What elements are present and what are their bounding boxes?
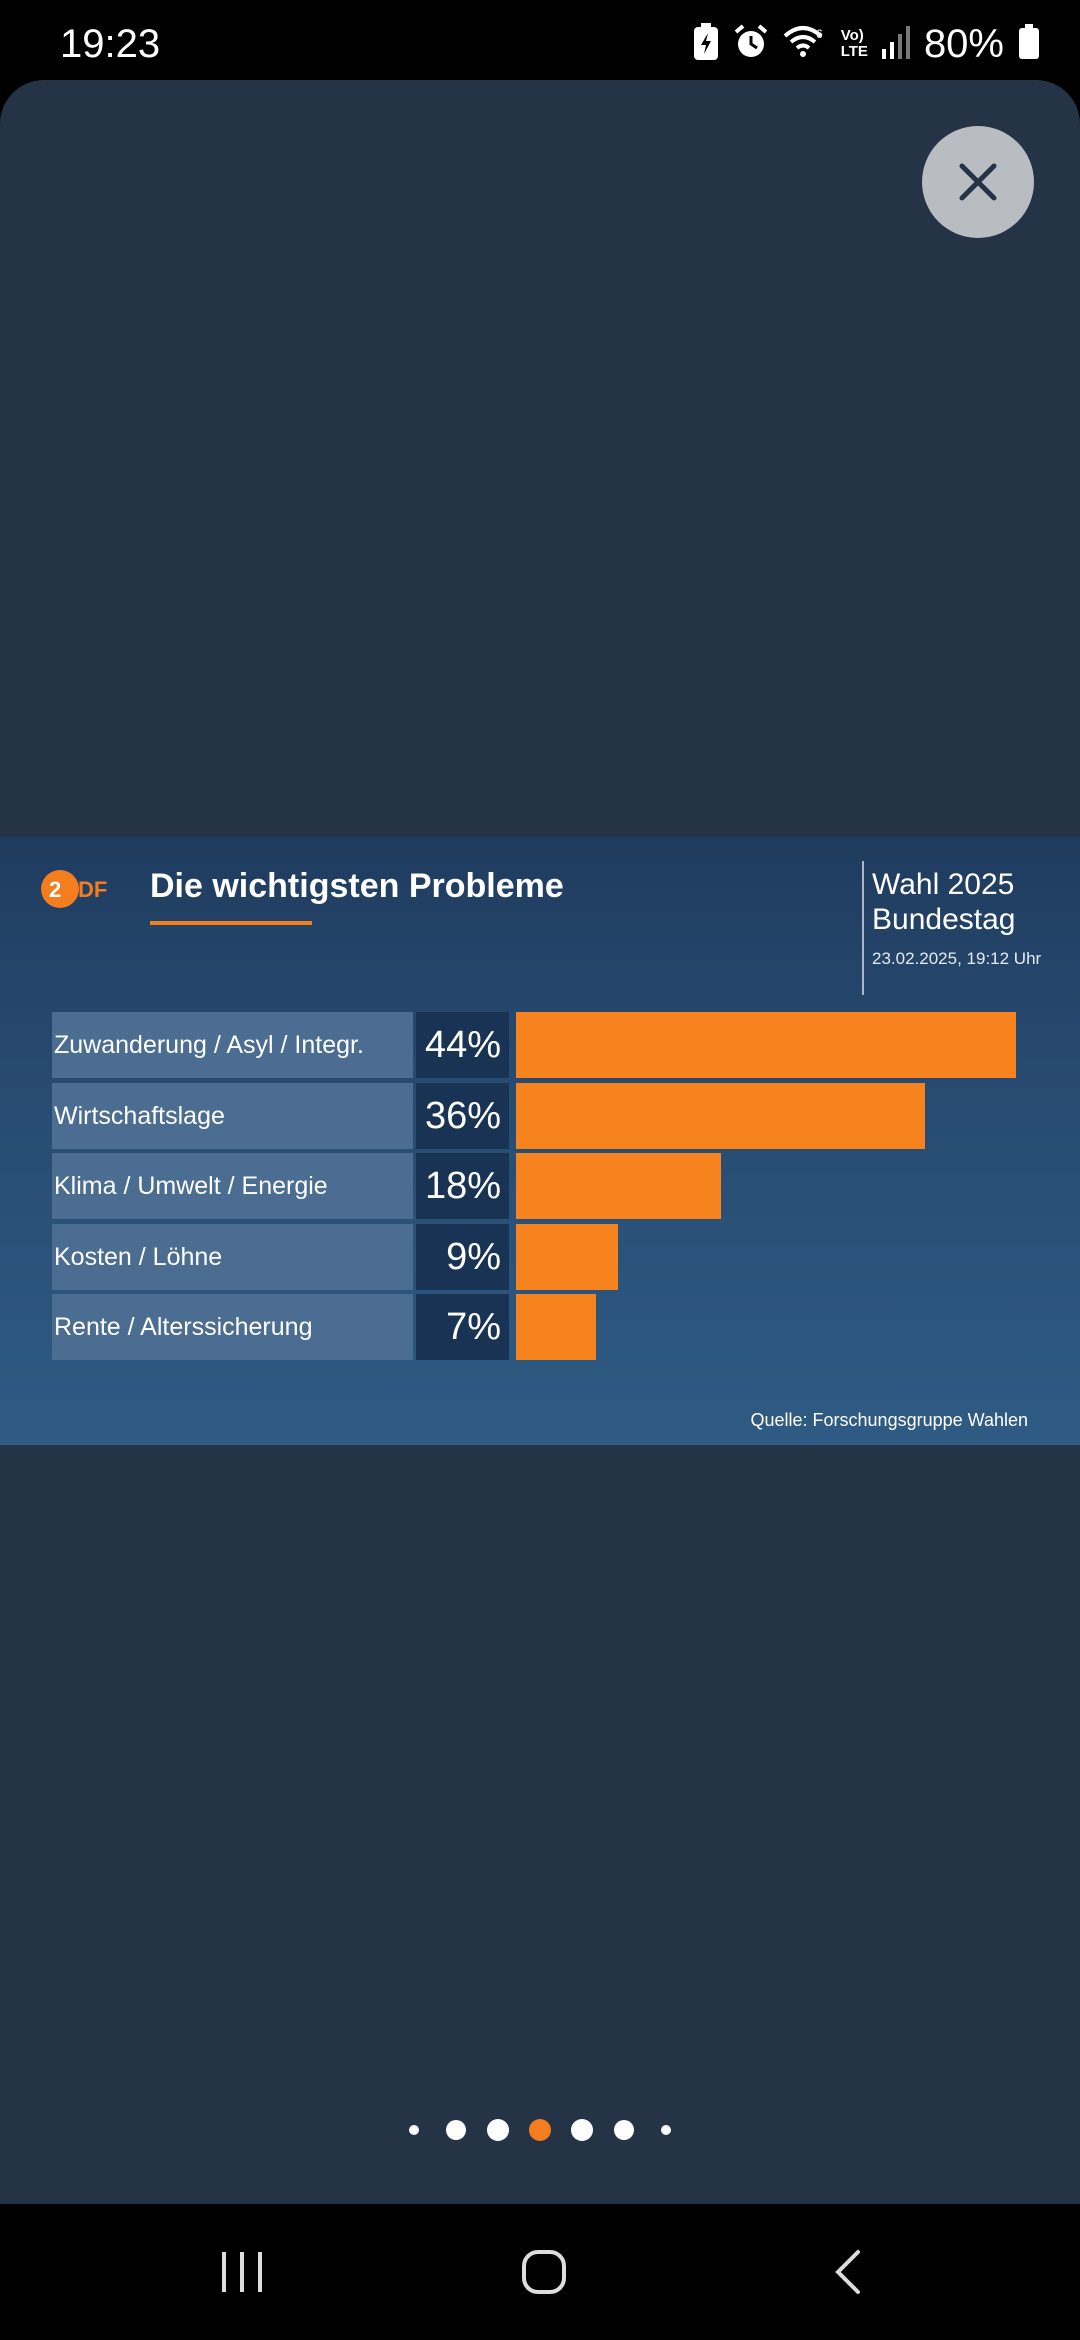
page-dot[interactable]	[571, 2119, 593, 2141]
close-button[interactable]	[922, 126, 1034, 238]
value-label: 7%	[416, 1294, 509, 1360]
election-line2: Bundestag	[872, 903, 1016, 936]
graphic-date: 23.02.2025, 19:12 Uhr	[872, 949, 1042, 968]
page-indicator	[0, 2115, 1080, 2145]
category-label: Klima / Umwelt / Energie	[52, 1153, 413, 1219]
close-icon	[959, 163, 997, 201]
battery-saver-icon	[693, 22, 719, 66]
election-line1: Wahl 2025	[872, 868, 1015, 901]
category-label: Zuwanderung / Asyl / Integr.	[52, 1012, 413, 1078]
page-dot[interactable]	[446, 2120, 466, 2140]
value-label: 18%	[416, 1153, 509, 1219]
bar	[516, 1223, 618, 1290]
back-icon	[835, 2250, 860, 2294]
battery-icon	[1018, 23, 1040, 65]
alarm-icon	[733, 23, 769, 65]
page-dot[interactable]	[487, 2119, 509, 2141]
category-label: Rente / Alterssicherung	[52, 1294, 413, 1360]
volte-line2: LTE	[840, 43, 868, 60]
wifi-6-icon: 6	[783, 24, 827, 65]
status-time: 19:23	[60, 22, 161, 66]
value-label: 44%	[416, 1012, 509, 1078]
zdf-logo: 2 DF	[41, 870, 107, 908]
page-dot[interactable]	[409, 2125, 419, 2135]
title-underline	[150, 921, 312, 925]
svg-text:DF: DF	[78, 877, 107, 902]
header-divider	[862, 861, 864, 995]
graphic-title: Die wichtigsten Probleme	[150, 867, 564, 905]
bar	[516, 1012, 1016, 1078]
category-label: Wirtschaftslage	[52, 1082, 413, 1149]
page-dot[interactable]	[661, 2125, 671, 2135]
value-label: 9%	[416, 1223, 509, 1290]
back-button[interactable]	[808, 2242, 888, 2302]
home-icon	[522, 2250, 566, 2294]
svg-text:6: 6	[816, 27, 823, 41]
recents-button[interactable]	[202, 2242, 282, 2302]
svg-text:2: 2	[49, 877, 61, 902]
battery-percent: 80%	[923, 21, 1004, 66]
source-note: Quelle: Forschungsgruppe Wahlen	[750, 1410, 1029, 1430]
signal-icon	[881, 25, 910, 64]
recents-icon	[222, 2252, 262, 2292]
status-icons: 6 Vo) LTE 80%	[693, 22, 1040, 66]
page-dot-active[interactable]	[529, 2119, 551, 2141]
page-dot[interactable]	[614, 2120, 634, 2140]
election-label: Wahl 2025 Bundestag	[872, 867, 1015, 937]
navigation-bar	[0, 2204, 1080, 2340]
category-label: Kosten / Löhne	[52, 1223, 413, 1290]
status-bar: 19:23 6 Vo) LTE 80%	[0, 0, 1080, 80]
poll-graphic[interactable]: 2 DF Die wichtigsten Probleme Wahl 2025 …	[0, 837, 1080, 1445]
image-viewer: 2 DF Die wichtigsten Probleme Wahl 2025 …	[0, 80, 1080, 2204]
volte-icon: Vo) LTE	[841, 28, 868, 60]
bar	[516, 1294, 596, 1360]
volte-line1: Vo)	[840, 27, 864, 44]
bar	[516, 1153, 721, 1219]
home-button[interactable]	[504, 2242, 584, 2302]
bar	[516, 1082, 925, 1149]
value-label: 36%	[416, 1082, 509, 1149]
